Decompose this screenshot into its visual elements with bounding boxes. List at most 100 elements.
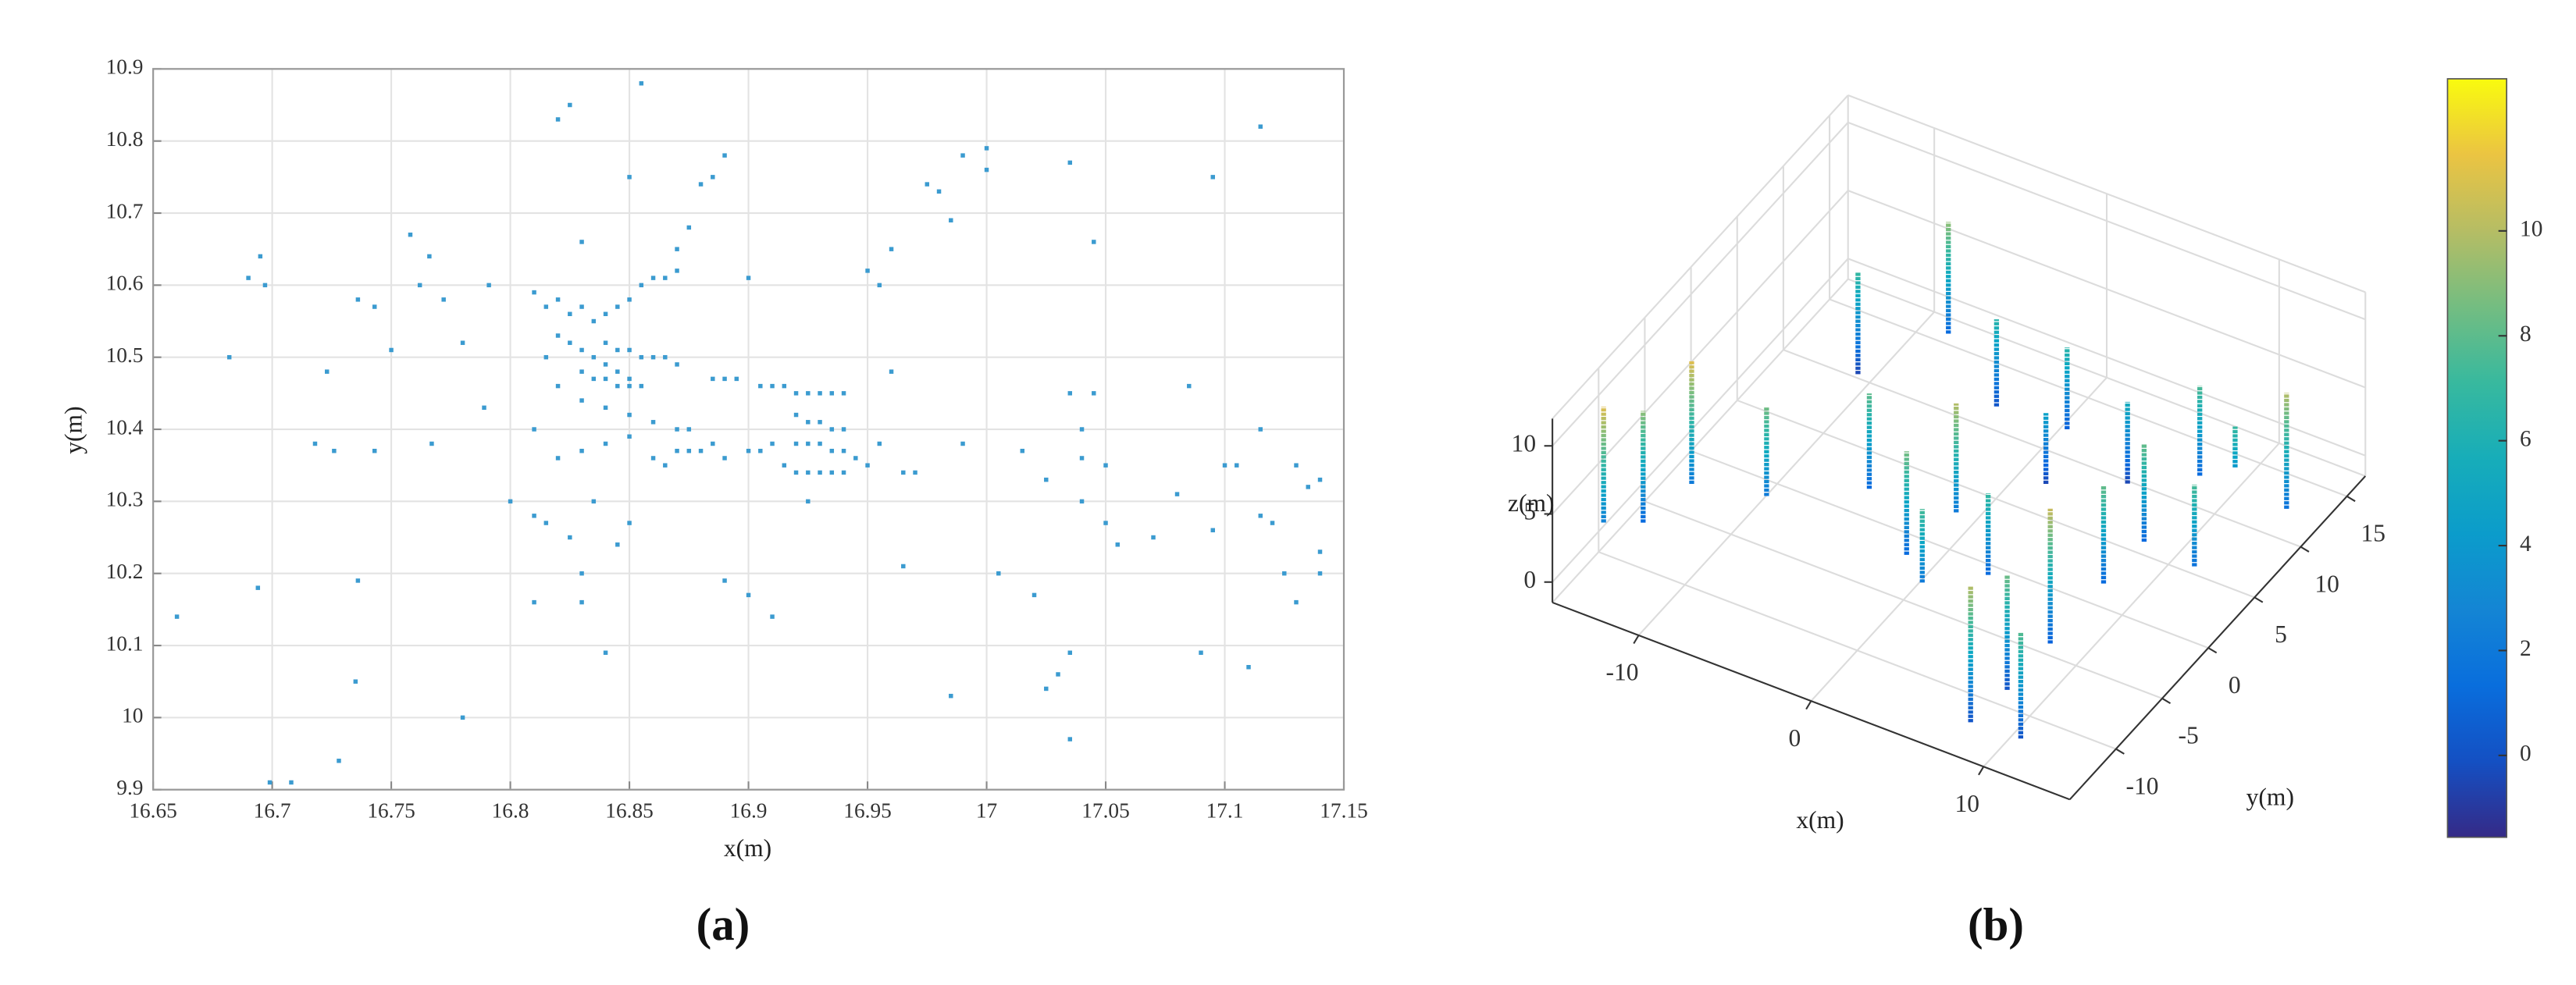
- point: [627, 347, 632, 353]
- point: [650, 276, 656, 280]
- point: [603, 650, 608, 655]
- point: [603, 362, 608, 367]
- point: [639, 383, 644, 389]
- point: [746, 592, 751, 598]
- point: [698, 448, 704, 453]
- point: [663, 463, 668, 468]
- colorbar-tick-label: 4: [2520, 532, 2531, 557]
- point: [1031, 592, 1037, 598]
- point: [555, 383, 561, 389]
- point: [372, 448, 377, 453]
- point: [1258, 514, 1263, 518]
- y-tick-label: 10: [2314, 570, 2339, 597]
- point: [806, 420, 811, 425]
- grid-line: [1737, 399, 2255, 599]
- point: [627, 297, 632, 302]
- point: [984, 146, 989, 151]
- point: [579, 240, 584, 244]
- point: [722, 376, 727, 382]
- point: [936, 189, 942, 194]
- colorbar-tick-label: 0: [2520, 741, 2531, 766]
- point: [1246, 664, 1251, 670]
- y-tick-label: 10.9: [106, 55, 144, 79]
- point: [226, 354, 232, 360]
- point: [806, 441, 811, 446]
- grid-line: [1829, 298, 2347, 497]
- x-tick: [1633, 635, 1640, 645]
- point: [675, 448, 679, 453]
- point: [1222, 463, 1227, 468]
- point: [829, 470, 835, 475]
- wall-edge: [1552, 94, 1849, 420]
- point: [650, 354, 656, 360]
- point: [818, 420, 822, 425]
- point: [1306, 485, 1311, 489]
- point: [486, 283, 491, 288]
- point: [532, 290, 536, 295]
- point: [1056, 672, 1060, 677]
- point: [555, 117, 561, 122]
- point: [568, 340, 572, 345]
- grid-line: [1637, 311, 1935, 636]
- point: [1210, 528, 1216, 533]
- x-tick-label: 17.1: [1206, 798, 1244, 822]
- y-tick-label: 10.2: [106, 560, 144, 583]
- point: [1103, 521, 1108, 525]
- point: [841, 427, 846, 432]
- point: [427, 254, 432, 259]
- point: [746, 276, 751, 280]
- x-tick-label: 16.85: [605, 798, 654, 822]
- grid-line: [1983, 443, 2280, 767]
- y-tick-label: 15: [2361, 520, 2386, 547]
- x-tick-label: -10: [1605, 659, 1638, 686]
- z-tick-label: 5: [1523, 498, 1536, 525]
- point: [1187, 383, 1192, 389]
- point: [770, 614, 775, 619]
- point: [650, 420, 656, 425]
- point: [174, 614, 180, 619]
- point: [639, 283, 644, 288]
- x-tick-label: 16.7: [254, 798, 291, 822]
- point: [532, 427, 536, 432]
- point: [1092, 240, 1096, 244]
- y-axis-label: y(m): [2246, 784, 2294, 811]
- point: [639, 354, 644, 360]
- point: [711, 175, 715, 180]
- point: [615, 542, 620, 547]
- point: [568, 102, 572, 108]
- point: [460, 340, 465, 345]
- point: [408, 232, 413, 237]
- point: [675, 362, 679, 367]
- point: [758, 448, 763, 453]
- point: [949, 693, 953, 699]
- point: [591, 499, 597, 504]
- point: [1067, 391, 1073, 396]
- point: [901, 564, 906, 569]
- point: [289, 780, 294, 785]
- point: [770, 383, 775, 389]
- point: [686, 427, 692, 432]
- point: [1174, 492, 1180, 496]
- x-tick: [1978, 766, 1985, 776]
- point: [865, 463, 870, 468]
- point: [686, 225, 692, 230]
- point: [508, 499, 513, 504]
- point: [841, 391, 846, 396]
- point: [889, 369, 894, 374]
- point: [603, 311, 608, 317]
- point: [1067, 160, 1073, 165]
- point: [353, 679, 358, 684]
- point: [639, 81, 644, 86]
- point: [1079, 456, 1085, 460]
- point: [568, 535, 572, 540]
- grid-line: [1552, 258, 1849, 583]
- point: [355, 578, 361, 583]
- y-tick: [2115, 748, 2125, 755]
- point: [555, 456, 561, 460]
- grid-line: [1783, 349, 2301, 548]
- y-tick-label: 5: [2275, 621, 2287, 648]
- point: [337, 759, 341, 763]
- y-tick: [2207, 647, 2218, 654]
- point: [675, 247, 679, 251]
- point: [325, 369, 330, 374]
